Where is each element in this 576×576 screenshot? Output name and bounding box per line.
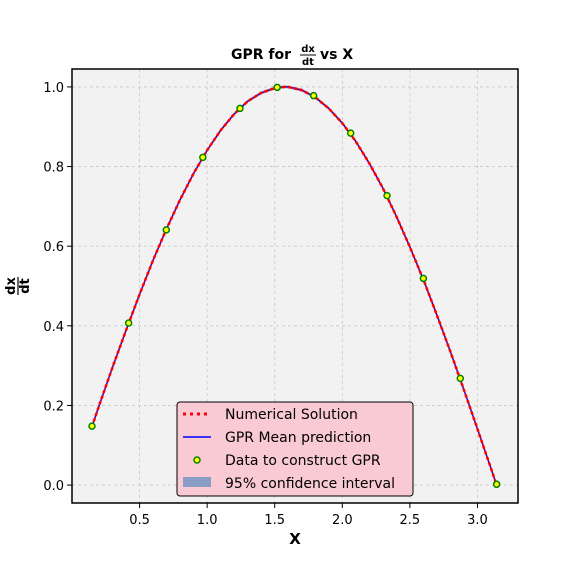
data-points bbox=[88, 83, 501, 489]
chart-title: GPR for dx dt vs X bbox=[231, 44, 353, 68]
legend-data-label: Data to construct GPR bbox=[225, 453, 381, 469]
data-point bbox=[236, 104, 244, 113]
data-point bbox=[124, 319, 133, 327]
y-tick-label: 0.8 bbox=[43, 161, 64, 176]
title-prefix: GPR for bbox=[231, 47, 291, 63]
legend-gpr-mean-label: GPR Mean prediction bbox=[225, 430, 371, 446]
y-axis-title-denominator: dt bbox=[18, 278, 33, 294]
x-tick-label: 1.0 bbox=[197, 513, 218, 528]
data-point bbox=[309, 91, 318, 100]
data-point bbox=[492, 480, 501, 489]
y-axis-title: dx dt bbox=[4, 277, 33, 295]
x-axis-title: X bbox=[289, 530, 301, 548]
x-tick-label: 0.5 bbox=[129, 513, 150, 528]
data-point bbox=[88, 422, 96, 430]
y-tick-label: 1.0 bbox=[43, 81, 64, 96]
x-axis-ticks: 0.5 1.0 1.5 2.0 2.5 3.0 bbox=[129, 503, 488, 528]
data-point bbox=[162, 226, 171, 234]
x-tick-label: 2.5 bbox=[400, 513, 421, 528]
y-tick-label: 0.6 bbox=[43, 240, 64, 255]
y-tick-label: 0.0 bbox=[43, 479, 64, 494]
data-point bbox=[273, 83, 281, 92]
data-point bbox=[383, 191, 391, 200]
legend-confidence-swatch bbox=[183, 477, 211, 487]
title-frac-numerator: dx bbox=[301, 44, 315, 55]
legend-confidence-label: 95% confidence interval bbox=[225, 476, 395, 492]
series-lines bbox=[90, 85, 498, 487]
data-point bbox=[456, 374, 465, 383]
title-suffix: vs X bbox=[320, 47, 353, 63]
y-axis-ticks: 0.0 0.2 0.4 0.6 0.8 1.0 bbox=[43, 81, 72, 494]
x-tick-label: 2.0 bbox=[332, 513, 353, 528]
y-axis-title-numerator: dx bbox=[4, 277, 19, 295]
numerical-solution-line bbox=[90, 85, 498, 487]
legend: Numerical Solution GPR Mean prediction D… bbox=[176, 401, 414, 497]
x-tick-label: 3.0 bbox=[467, 513, 488, 528]
legend-box bbox=[176, 401, 414, 497]
y-tick-label: 0.2 bbox=[43, 399, 64, 414]
data-point bbox=[419, 274, 428, 283]
title-frac-denominator: dt bbox=[302, 57, 314, 68]
legend-numerical-label: Numerical Solution bbox=[225, 407, 358, 423]
plot-frame bbox=[71, 68, 519, 504]
data-point bbox=[346, 129, 355, 137]
legend-data-marker bbox=[193, 456, 201, 464]
data-point bbox=[199, 153, 207, 162]
y-tick-label: 0.4 bbox=[43, 320, 64, 335]
x-tick-label: 1.5 bbox=[264, 513, 285, 528]
